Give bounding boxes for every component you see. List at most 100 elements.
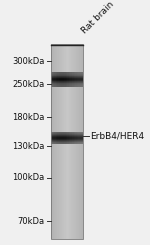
Bar <box>80 76 82 77</box>
Bar <box>57 141 59 142</box>
Bar <box>56 85 57 86</box>
Bar <box>75 80 77 81</box>
Bar <box>66 142 67 143</box>
Bar <box>57 140 59 141</box>
Bar <box>66 84 67 85</box>
Bar <box>67 86 69 87</box>
Bar <box>77 80 78 81</box>
Bar <box>53 80 54 81</box>
Bar <box>78 143 80 144</box>
Bar <box>78 81 80 82</box>
Bar <box>61 75 62 76</box>
Bar <box>72 82 74 83</box>
Bar <box>77 84 78 85</box>
Bar <box>57 79 59 80</box>
Bar <box>80 139 82 140</box>
Bar <box>78 83 80 84</box>
Bar <box>78 142 80 143</box>
Bar <box>70 84 72 85</box>
Bar <box>51 83 53 84</box>
Bar <box>62 132 64 133</box>
Bar <box>66 83 67 84</box>
Bar <box>66 76 67 77</box>
Bar <box>66 80 67 81</box>
Bar <box>64 141 66 142</box>
Bar <box>59 84 61 85</box>
Bar <box>66 143 67 144</box>
Bar <box>72 142 74 143</box>
Bar <box>51 77 53 78</box>
Bar <box>69 136 70 137</box>
Bar <box>61 73 62 74</box>
Bar <box>54 74 56 75</box>
Bar <box>69 73 70 74</box>
Bar <box>59 77 61 78</box>
Bar <box>61 139 62 140</box>
Bar <box>62 141 64 142</box>
Bar <box>70 72 72 73</box>
Bar <box>75 76 77 77</box>
Bar <box>78 74 80 75</box>
Bar <box>54 86 56 87</box>
Bar <box>61 86 62 87</box>
Bar <box>70 76 72 77</box>
Bar <box>75 77 77 78</box>
Bar <box>78 86 80 87</box>
Bar <box>69 137 70 138</box>
Bar <box>56 86 57 87</box>
Bar <box>82 141 83 142</box>
Bar <box>54 138 56 139</box>
Bar <box>51 141 53 142</box>
Bar <box>59 133 61 134</box>
Bar <box>69 135 70 136</box>
Bar <box>59 134 61 135</box>
Bar <box>78 136 80 137</box>
Bar <box>70 79 72 80</box>
Bar <box>77 81 78 82</box>
Bar <box>80 85 82 86</box>
Bar <box>64 72 66 73</box>
Bar <box>62 44 63 239</box>
Bar <box>72 81 74 82</box>
Bar <box>62 140 64 141</box>
Bar <box>56 137 57 138</box>
Bar <box>82 81 83 82</box>
Bar <box>72 135 74 136</box>
Bar <box>74 81 75 82</box>
Bar <box>53 138 54 139</box>
Bar <box>51 72 53 73</box>
Bar <box>75 75 77 76</box>
Bar <box>72 44 73 239</box>
Bar <box>78 141 80 142</box>
Bar <box>82 138 83 139</box>
Bar <box>57 136 59 137</box>
Bar <box>59 135 61 136</box>
Bar <box>69 86 70 87</box>
Bar <box>62 82 64 83</box>
Bar <box>78 135 80 136</box>
Bar <box>59 139 61 140</box>
Bar <box>72 140 74 141</box>
Bar <box>82 143 83 144</box>
Bar <box>74 142 75 143</box>
Bar <box>72 75 74 76</box>
Bar <box>80 72 82 73</box>
Bar <box>77 44 78 239</box>
Bar <box>74 73 75 74</box>
Bar <box>64 74 66 75</box>
Bar <box>71 44 72 239</box>
Bar <box>53 73 54 74</box>
Bar <box>59 78 61 79</box>
Bar <box>53 85 54 86</box>
Bar <box>56 78 57 79</box>
Bar <box>80 44 81 239</box>
Bar <box>66 72 67 73</box>
Bar <box>77 75 78 76</box>
Bar <box>82 75 83 76</box>
Bar <box>77 82 78 83</box>
Bar <box>61 143 62 144</box>
Bar <box>59 76 61 77</box>
Bar <box>51 81 83 82</box>
Bar <box>51 79 83 80</box>
Bar <box>54 78 56 79</box>
